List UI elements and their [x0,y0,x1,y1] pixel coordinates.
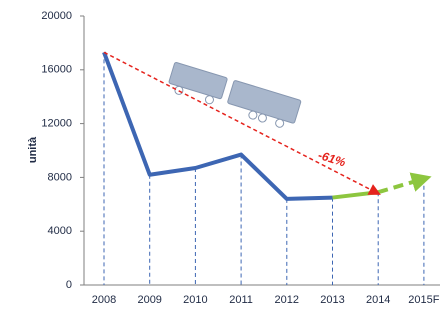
y-tick-label: 4000 [48,225,72,237]
x-tick-label: 2010 [183,294,207,306]
y-tick-label: 20000 [41,10,72,22]
x-tick-label: 2011 [229,294,253,306]
series-line [104,52,333,199]
y-tick-label: 0 [66,279,72,291]
x-tick-label: 2008 [92,294,116,306]
y-tick-label: 16000 [41,64,72,76]
trend-label: -61% [316,148,347,170]
x-tick-label: 2009 [137,294,161,306]
x-tick-label: 2013 [320,294,344,306]
x-tick-label: 2015F [408,294,439,306]
truck-icon [166,62,302,131]
y-tick-label: 12000 [41,118,72,130]
series-line [378,179,424,192]
y-tick-label: 8000 [48,171,72,183]
x-tick-label: 2014 [366,294,390,306]
x-tick-label: 2012 [275,294,299,306]
y-axis-label: unità [27,136,39,163]
chart: unità 0 4000 8000 12000 16000 20000 2008 2009 20… [0,0,446,311]
series-line [333,192,379,197]
